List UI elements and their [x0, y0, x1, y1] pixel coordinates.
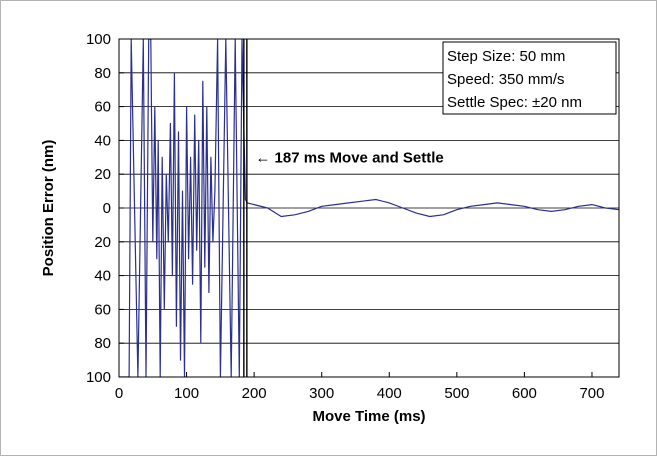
y-tick-label: 0	[103, 200, 111, 217]
x-tick-label: 500	[444, 385, 469, 402]
legend-step-size: Step Size: 50 mm	[447, 48, 565, 65]
legend-box-border	[442, 41, 617, 115]
x-tick-label: 400	[377, 385, 402, 402]
y-tick-label: 100	[86, 369, 111, 386]
y-tick-label: 100	[86, 31, 111, 48]
y-axis-label: Position Error (nm)	[40, 140, 57, 277]
y-tick-label: 80	[94, 65, 111, 82]
y-tick-label: 60	[94, 99, 111, 116]
y-tick-label: 40	[94, 132, 111, 149]
legend-settle-spec: Settle Spec: ±20 nm	[447, 94, 582, 111]
x-tick-label: 100	[174, 385, 199, 402]
legend-speed: Speed: 350 mm/s	[447, 71, 565, 88]
legend-box: Step Size: 50 mm Speed: 350 mm/s Settle …	[442, 41, 617, 115]
y-tick-label: 40	[94, 268, 111, 285]
settle-marker	[243, 39, 248, 377]
position-error-series	[119, 39, 619, 377]
y-tick-label: 20	[94, 166, 111, 183]
series-layer	[119, 39, 619, 377]
move-and-settle-annotation: ← 187 ms Move and Settle	[255, 149, 443, 166]
y-tick-label: 60	[94, 301, 111, 318]
x-axis-ticks: 0 100 200 300 400 500 600 700	[115, 372, 604, 402]
y-axis-ticks: 100 80 60 40 20 0 20 40 60 80 100	[86, 31, 124, 386]
x-tick-label: 300	[309, 385, 334, 402]
x-tick-label: 600	[512, 385, 537, 402]
x-tick-label: 700	[579, 385, 604, 402]
y-tick-label: 80	[94, 335, 111, 352]
x-axis-label: Move Time (ms)	[312, 408, 425, 425]
y-tick-label: 20	[94, 234, 111, 251]
x-tick-label: 200	[242, 385, 267, 402]
x-tick-label: 0	[115, 385, 123, 402]
